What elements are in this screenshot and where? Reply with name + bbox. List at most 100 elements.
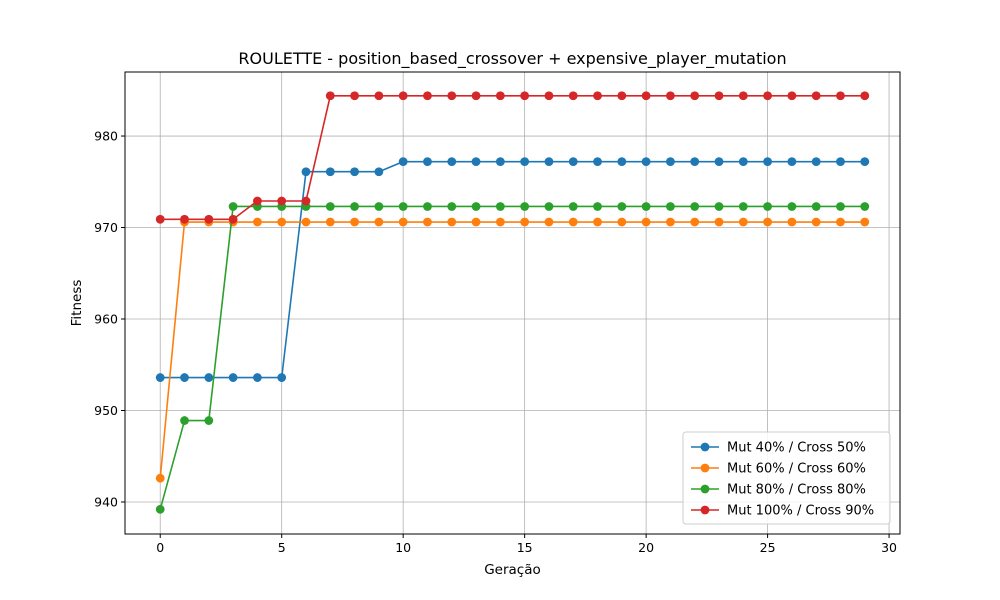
data-point	[520, 202, 530, 211]
data-point	[495, 91, 505, 101]
data-point	[398, 157, 408, 167]
data-point	[617, 217, 627, 227]
legend-label: Mut 100% / Cross 90%	[727, 504, 874, 519]
data-point	[836, 157, 845, 167]
data-point	[738, 157, 748, 167]
data-point	[738, 217, 748, 227]
y-tick-label: 980	[94, 129, 118, 144]
legend-label: Mut 60% / Cross 60%	[727, 462, 866, 477]
legend-item: Mut 60% / Cross 60%	[691, 462, 866, 477]
data-point	[495, 157, 505, 167]
data-point	[714, 157, 724, 167]
data-point	[301, 196, 311, 206]
data-point	[204, 416, 214, 425]
data-point	[690, 91, 700, 101]
data-point	[423, 202, 432, 211]
data-point	[666, 202, 675, 211]
data-point	[253, 196, 262, 206]
data-point	[738, 202, 748, 211]
grid-lines	[125, 72, 900, 534]
data-point	[763, 217, 772, 227]
data-point	[398, 217, 408, 227]
data-point	[617, 91, 627, 101]
plot-area-frame	[124, 71, 901, 535]
legend-item: Mut 80% / Cross 80%	[691, 483, 866, 498]
data-point	[520, 157, 530, 167]
data-point	[666, 91, 675, 101]
data-point	[423, 91, 432, 101]
data-point	[325, 91, 335, 101]
data-point	[253, 217, 262, 227]
data-point	[471, 217, 481, 227]
x-tick-label: 0	[156, 540, 164, 555]
legend-marker	[700, 463, 710, 473]
data-point	[374, 217, 384, 227]
data-point	[350, 202, 359, 211]
data-point	[374, 202, 384, 211]
data-point	[787, 202, 797, 211]
data-point	[180, 214, 189, 224]
data-point	[593, 91, 602, 101]
data-point	[544, 217, 554, 227]
data-point	[277, 217, 287, 227]
legend-label: Mut 40% / Cross 50%	[727, 441, 866, 456]
legend-item: Mut 100% / Cross 90%	[691, 504, 874, 519]
data-point	[447, 217, 457, 227]
data-point	[398, 91, 408, 101]
data-point	[350, 91, 359, 101]
data-point	[325, 167, 335, 177]
data-point	[544, 157, 554, 167]
data-point	[690, 217, 700, 227]
data-point	[787, 217, 797, 227]
data-point	[520, 91, 530, 101]
x-tick-label: 20	[638, 540, 654, 555]
data-point	[495, 202, 505, 211]
data-point	[398, 202, 408, 211]
data-point	[374, 167, 384, 177]
data-point	[180, 373, 189, 382]
data-point	[593, 217, 602, 227]
data-point	[763, 202, 772, 211]
legend-marker	[700, 442, 710, 452]
data-point	[787, 91, 797, 101]
data-point	[277, 196, 287, 206]
ticks: 0 5 10 15 20 25 30 940 950 960 970 980	[94, 129, 897, 555]
data-point	[714, 202, 724, 211]
data-point	[714, 217, 724, 227]
data-point	[228, 202, 238, 211]
data-point	[836, 91, 845, 101]
data-point	[690, 202, 700, 211]
series-4	[155, 91, 870, 224]
series-2	[155, 217, 870, 483]
y-tick-label: 960	[94, 312, 118, 327]
x-tick-label: 15	[517, 540, 533, 555]
data-point	[836, 202, 845, 211]
data-point	[641, 91, 651, 101]
data-point	[447, 202, 457, 211]
data-point	[325, 217, 335, 227]
data-point	[204, 214, 214, 224]
data-point	[471, 202, 481, 211]
x-tick-label: 10	[395, 540, 411, 555]
data-point	[301, 217, 311, 227]
data-point	[836, 217, 845, 227]
series-layer	[155, 91, 870, 514]
data-point	[617, 202, 627, 211]
data-point	[544, 91, 554, 101]
data-point	[471, 157, 481, 167]
data-point	[277, 373, 287, 382]
data-point	[593, 157, 602, 167]
data-point	[568, 157, 578, 167]
data-point	[423, 157, 432, 167]
data-point	[423, 217, 432, 227]
y-tick-label: 950	[94, 403, 118, 418]
data-point	[763, 91, 772, 101]
data-point	[568, 202, 578, 211]
legend-marker	[700, 505, 710, 515]
data-point	[860, 202, 870, 211]
legend: Mut 40% / Cross 50% Mut 60% / Cross 60% Mu…	[682, 431, 891, 525]
data-point	[447, 91, 457, 101]
data-point	[666, 157, 675, 167]
data-point	[204, 373, 214, 382]
legend-label: Mut 80% / Cross 80%	[727, 483, 866, 498]
